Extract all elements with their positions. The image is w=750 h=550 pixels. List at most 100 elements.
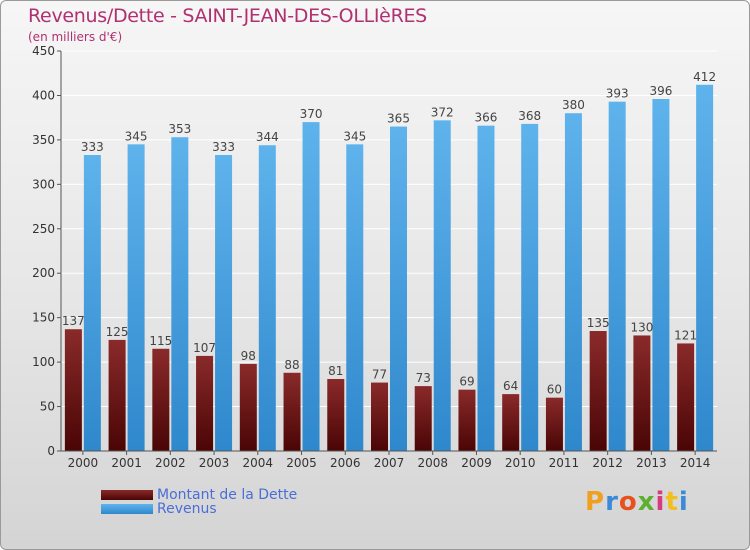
bars bbox=[64, 84, 714, 452]
data-label-revenue: 353 bbox=[168, 122, 191, 136]
data-label-revenue: 370 bbox=[300, 107, 323, 121]
data-label-revenue: 345 bbox=[343, 129, 366, 143]
bar-revenue bbox=[83, 155, 101, 451]
bar-revenue bbox=[564, 113, 582, 451]
x-tick-label: 2000 bbox=[68, 456, 99, 470]
data-label-debt: 81 bbox=[328, 364, 343, 378]
data-label-debt: 60 bbox=[547, 383, 562, 397]
bar-revenue bbox=[521, 123, 539, 451]
data-label-revenue: 393 bbox=[606, 87, 629, 101]
bar-debt bbox=[633, 335, 651, 451]
logo-letter: i bbox=[655, 487, 666, 517]
bar-revenue bbox=[258, 145, 276, 451]
bar-debt bbox=[108, 339, 126, 451]
data-label-debt: 135 bbox=[587, 316, 610, 330]
data-label-debt: 73 bbox=[416, 371, 431, 385]
x-tick-label: 2003 bbox=[199, 456, 230, 470]
bar-revenue bbox=[477, 125, 495, 452]
bar-revenue bbox=[433, 120, 451, 451]
x-tick-label: 2004 bbox=[243, 456, 274, 470]
logo-letter: P bbox=[585, 487, 606, 517]
data-label-revenue: 365 bbox=[387, 112, 410, 126]
legend-swatch-debt bbox=[101, 490, 153, 500]
data-label-revenue: 372 bbox=[431, 105, 454, 119]
grid-lines bbox=[61, 50, 717, 452]
data-labels: 137 333 125 345 115 353 107 333 98 344 88 370 81 345 7… bbox=[62, 70, 716, 397]
y-tick-label: 100 bbox=[32, 355, 55, 369]
bar-revenue bbox=[346, 144, 364, 452]
data-label-revenue: 344 bbox=[256, 130, 279, 144]
bar-revenue bbox=[215, 155, 233, 451]
data-label-debt: 98 bbox=[241, 349, 256, 363]
data-label-debt: 121 bbox=[674, 328, 697, 342]
y-tick-label: 350 bbox=[32, 133, 55, 147]
x-tick-label: 2005 bbox=[286, 456, 317, 470]
data-label-revenue: 396 bbox=[649, 84, 672, 98]
bar-debt bbox=[283, 372, 301, 451]
bar-revenue bbox=[608, 101, 626, 452]
bar-debt bbox=[545, 397, 563, 451]
legend-label-revenue: Revenus bbox=[157, 501, 217, 517]
data-label-revenue: 368 bbox=[518, 109, 541, 123]
axes: 0 50 100 150 200 250 300 350 400 450 2000 2001 2002 2… bbox=[32, 44, 717, 470]
y-tick-label: 150 bbox=[32, 311, 55, 325]
proxiti-logo: Proxiti bbox=[585, 487, 689, 517]
data-label-debt: 69 bbox=[459, 375, 474, 389]
x-tick-label: 2014 bbox=[680, 456, 711, 470]
y-tick-label: 300 bbox=[32, 177, 55, 191]
bar-debt bbox=[239, 363, 257, 451]
bar-debt bbox=[677, 343, 695, 451]
data-label-revenue: 412 bbox=[693, 70, 716, 84]
chart-subtitle: (en milliers d'€) bbox=[28, 30, 123, 44]
legend-label-debt: Montant de la Dette bbox=[157, 487, 298, 503]
logo-letter: x bbox=[637, 487, 656, 517]
bar-debt bbox=[371, 382, 388, 451]
logo-letter: r bbox=[605, 487, 619, 517]
x-tick-label: 2013 bbox=[636, 456, 667, 470]
bar-debt bbox=[458, 389, 476, 451]
bar-debt bbox=[64, 329, 82, 451]
bar-debt bbox=[502, 394, 520, 451]
data-label-revenue: 366 bbox=[475, 111, 498, 125]
logo-letter: t bbox=[665, 487, 679, 517]
bar-debt bbox=[152, 348, 170, 451]
data-label-debt: 88 bbox=[284, 358, 299, 372]
data-label-debt: 64 bbox=[503, 379, 518, 393]
legend-swatch-revenue bbox=[101, 504, 153, 514]
logo-letter: i bbox=[678, 487, 689, 517]
chart-title: Revenus/Dette - SAINT-JEAN-DES-OLLIèRES bbox=[28, 5, 427, 27]
y-tick-label: 0 bbox=[47, 444, 55, 458]
data-label-debt: 130 bbox=[630, 320, 653, 334]
x-tick-label: 2009 bbox=[461, 456, 492, 470]
y-tick-label: 50 bbox=[40, 400, 55, 414]
data-label-revenue: 345 bbox=[125, 129, 148, 143]
data-label-debt: 137 bbox=[62, 314, 85, 328]
data-label-debt: 125 bbox=[106, 325, 129, 339]
bar-revenue bbox=[127, 144, 145, 452]
data-label-debt: 107 bbox=[193, 341, 216, 355]
bar-revenue bbox=[696, 84, 714, 452]
x-tick-label: 2012 bbox=[592, 456, 623, 470]
data-label-revenue: 333 bbox=[81, 140, 104, 154]
bar-debt bbox=[589, 331, 607, 451]
x-tick-label: 2010 bbox=[505, 456, 536, 470]
bar-debt bbox=[414, 386, 432, 451]
bar-revenue bbox=[390, 126, 407, 452]
x-tick-label: 2002 bbox=[155, 456, 186, 470]
data-label-debt: 115 bbox=[149, 334, 172, 348]
x-tick-label: 2007 bbox=[374, 456, 405, 470]
x-tick-label: 2006 bbox=[330, 456, 361, 470]
bar-revenue bbox=[302, 122, 320, 451]
legend-item-debt: Montant de la Dette bbox=[101, 487, 297, 503]
bar-revenue bbox=[171, 137, 189, 451]
y-tick-label: 250 bbox=[32, 222, 55, 236]
legend-item-revenue: Revenus bbox=[101, 501, 217, 517]
logo-letter: o bbox=[618, 487, 638, 517]
data-label-revenue: 380 bbox=[562, 98, 585, 112]
data-label-revenue: 333 bbox=[212, 140, 235, 154]
y-tick-label: 200 bbox=[32, 266, 55, 280]
y-tick-label: 400 bbox=[32, 88, 55, 102]
x-tick-label: 2008 bbox=[417, 456, 448, 470]
